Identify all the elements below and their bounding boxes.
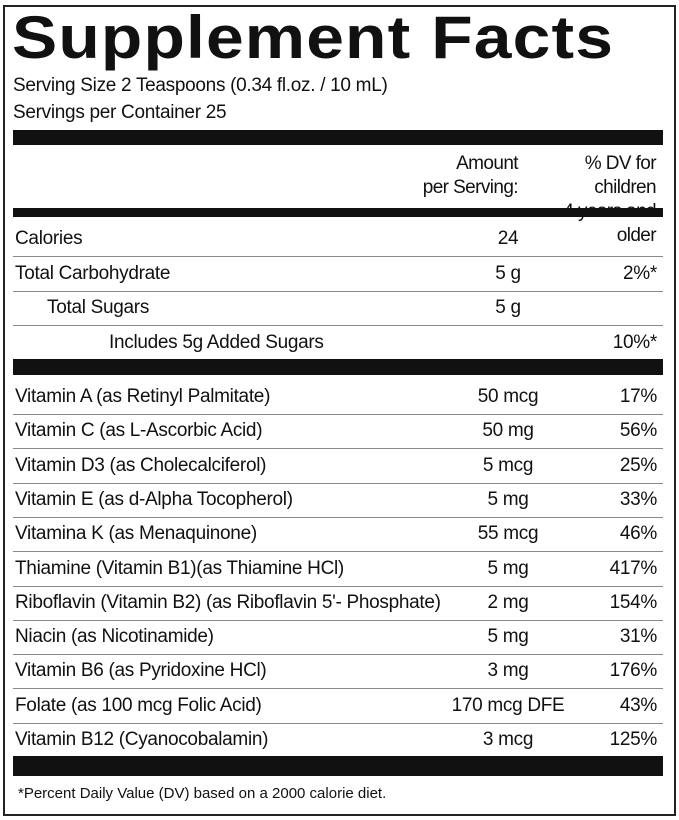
nutrient-row: Vitamina K (as Menaquinone) 55 mcg 46% — [13, 517, 663, 553]
nutrient-row: Folate (as 100 mcg Folic Acid) 170 mcg DF… — [13, 689, 663, 724]
label-title: Supplement Facts — [12, 4, 615, 71]
nutrient-row: Total Sugars 5 g — [13, 291, 663, 326]
dv-header-line1: % DV for children — [584, 153, 657, 198]
nutrient-dv: 56% — [619, 420, 657, 442]
nutrient-row: Vitamin E (as d-Alpha Tocopherol) 5 mg 33% — [13, 483, 663, 518]
nutrient-dv: 17% — [619, 386, 657, 407]
nutrient-name: Folate (as 100 mcg Folic Acid) — [15, 694, 262, 716]
nutrient-amount: 5 mg — [487, 488, 529, 510]
footnote: *Percent Daily Value (DV) based on a 200… — [18, 785, 387, 802]
nutrient-amount: 5 mg — [487, 557, 529, 579]
nutrient-dv: 46% — [619, 523, 657, 545]
nutrient-row: Vitamin C (as L-Ascorbic Acid) 50 mg 56% — [13, 414, 663, 450]
nutrient-name: Thiamine (Vitamin B1)(as Thiamine HCl) — [15, 557, 344, 579]
nutrient-name: Total Carbohydrate — [15, 262, 171, 284]
nutrient-name: Vitamin E (as d-Alpha Tocopherol) — [15, 488, 293, 510]
nutrient-dv: 10%* — [612, 331, 658, 353]
amount-header-line2: per Serving: — [422, 177, 519, 198]
divider-bar — [13, 130, 663, 145]
amount-header-line1: Amount — [456, 153, 518, 174]
nutrient-dv: 417% — [609, 557, 658, 579]
nutrient-row: Niacin (as Nicotinamide) 5 mg 31% — [13, 620, 663, 656]
nutrient-name: Vitamina K (as Menaquinone) — [15, 523, 257, 545]
nutrient-amount: 5 g — [495, 262, 521, 284]
nutrient-amount: 50 mg — [482, 420, 534, 442]
label-frame — [3, 5, 676, 816]
servings-per-container: Servings per Container 25 — [13, 102, 227, 123]
nutrient-amount: 24 — [497, 228, 519, 249]
nutrient-name: Vitamin D3 (as Cholecalciferol) — [15, 454, 267, 476]
divider-bar — [13, 756, 663, 776]
nutrient-name: Total Sugars — [47, 297, 150, 318]
nutrient-name: Vitamin B6 (as Pyridoxine HCl) — [15, 660, 267, 682]
nutrient-amount: 50 mcg — [477, 386, 539, 407]
nutrient-row: Thiamine (Vitamin B1)(as Thiamine HCl) 5 … — [13, 552, 663, 587]
nutrient-dv: 25% — [619, 454, 657, 476]
nutrient-row: Total Carbohydrate 5 g 2%* — [13, 257, 663, 292]
nutrient-row: Includes 5g Added Sugars 10%* — [13, 326, 663, 360]
serving-size: Serving Size 2 Teaspoons (0.34 fl.oz. / … — [13, 75, 388, 96]
nutrient-amount: 5 mcg — [482, 454, 534, 476]
nutrient-dv: 125% — [609, 729, 658, 750]
nutrient-dv: 176% — [609, 660, 658, 682]
nutrient-name: Vitamin A (as Retinyl Palmitate) — [15, 386, 271, 407]
nutrient-amount: 5 g — [495, 297, 521, 318]
nutrient-name: Niacin (as Nicotinamide) — [15, 626, 214, 648]
nutrient-row: Vitamin D3 (as Cholecalciferol) 5 mcg 25% — [13, 449, 663, 484]
nutrient-row: Calories 24 — [13, 222, 663, 257]
nutrient-amount: 2 mg — [487, 591, 529, 613]
nutrient-amount: 55 mcg — [477, 523, 539, 545]
nutrient-row: Riboflavin (Vitamin B2) (as Riboflavin 5… — [13, 586, 663, 621]
nutrient-amount: 5 mg — [487, 626, 529, 648]
nutrient-dv: 31% — [619, 626, 657, 648]
nutrient-name: Includes 5g Added Sugars — [109, 331, 324, 353]
nutrient-name: Vitamin B12 (Cyanocobalamin) — [15, 729, 269, 750]
divider-bar — [13, 359, 663, 375]
nutrient-name: Riboflavin (Vitamin B2) (as Riboflavin 5… — [15, 591, 441, 613]
nutrient-amount: 3 mcg — [482, 729, 534, 750]
nutrient-dv: 33% — [619, 488, 657, 510]
nutrient-row: Vitamin B12 (Cyanocobalamin) 3 mcg 125% — [13, 723, 663, 757]
amount-header: Amount per Serving: — [410, 152, 519, 200]
nutrient-dv: 43% — [619, 694, 657, 716]
nutrient-name: Vitamin C (as L-Ascorbic Acid) — [15, 420, 263, 442]
nutrient-name: Calories — [15, 228, 83, 249]
divider-bar — [13, 208, 663, 217]
nutrient-amount: 3 mg — [487, 660, 529, 682]
nutrient-row: Vitamin B6 (as Pyridoxine HCl) 3 mg 176% — [13, 654, 663, 690]
nutrient-row: Vitamin A (as Retinyl Palmitate) 50 mcg 17… — [13, 380, 663, 415]
nutrient-dv: 2%* — [623, 262, 657, 284]
nutrient-amount: 170 mcg DFE — [451, 694, 565, 716]
nutrient-dv: 154% — [609, 591, 658, 613]
